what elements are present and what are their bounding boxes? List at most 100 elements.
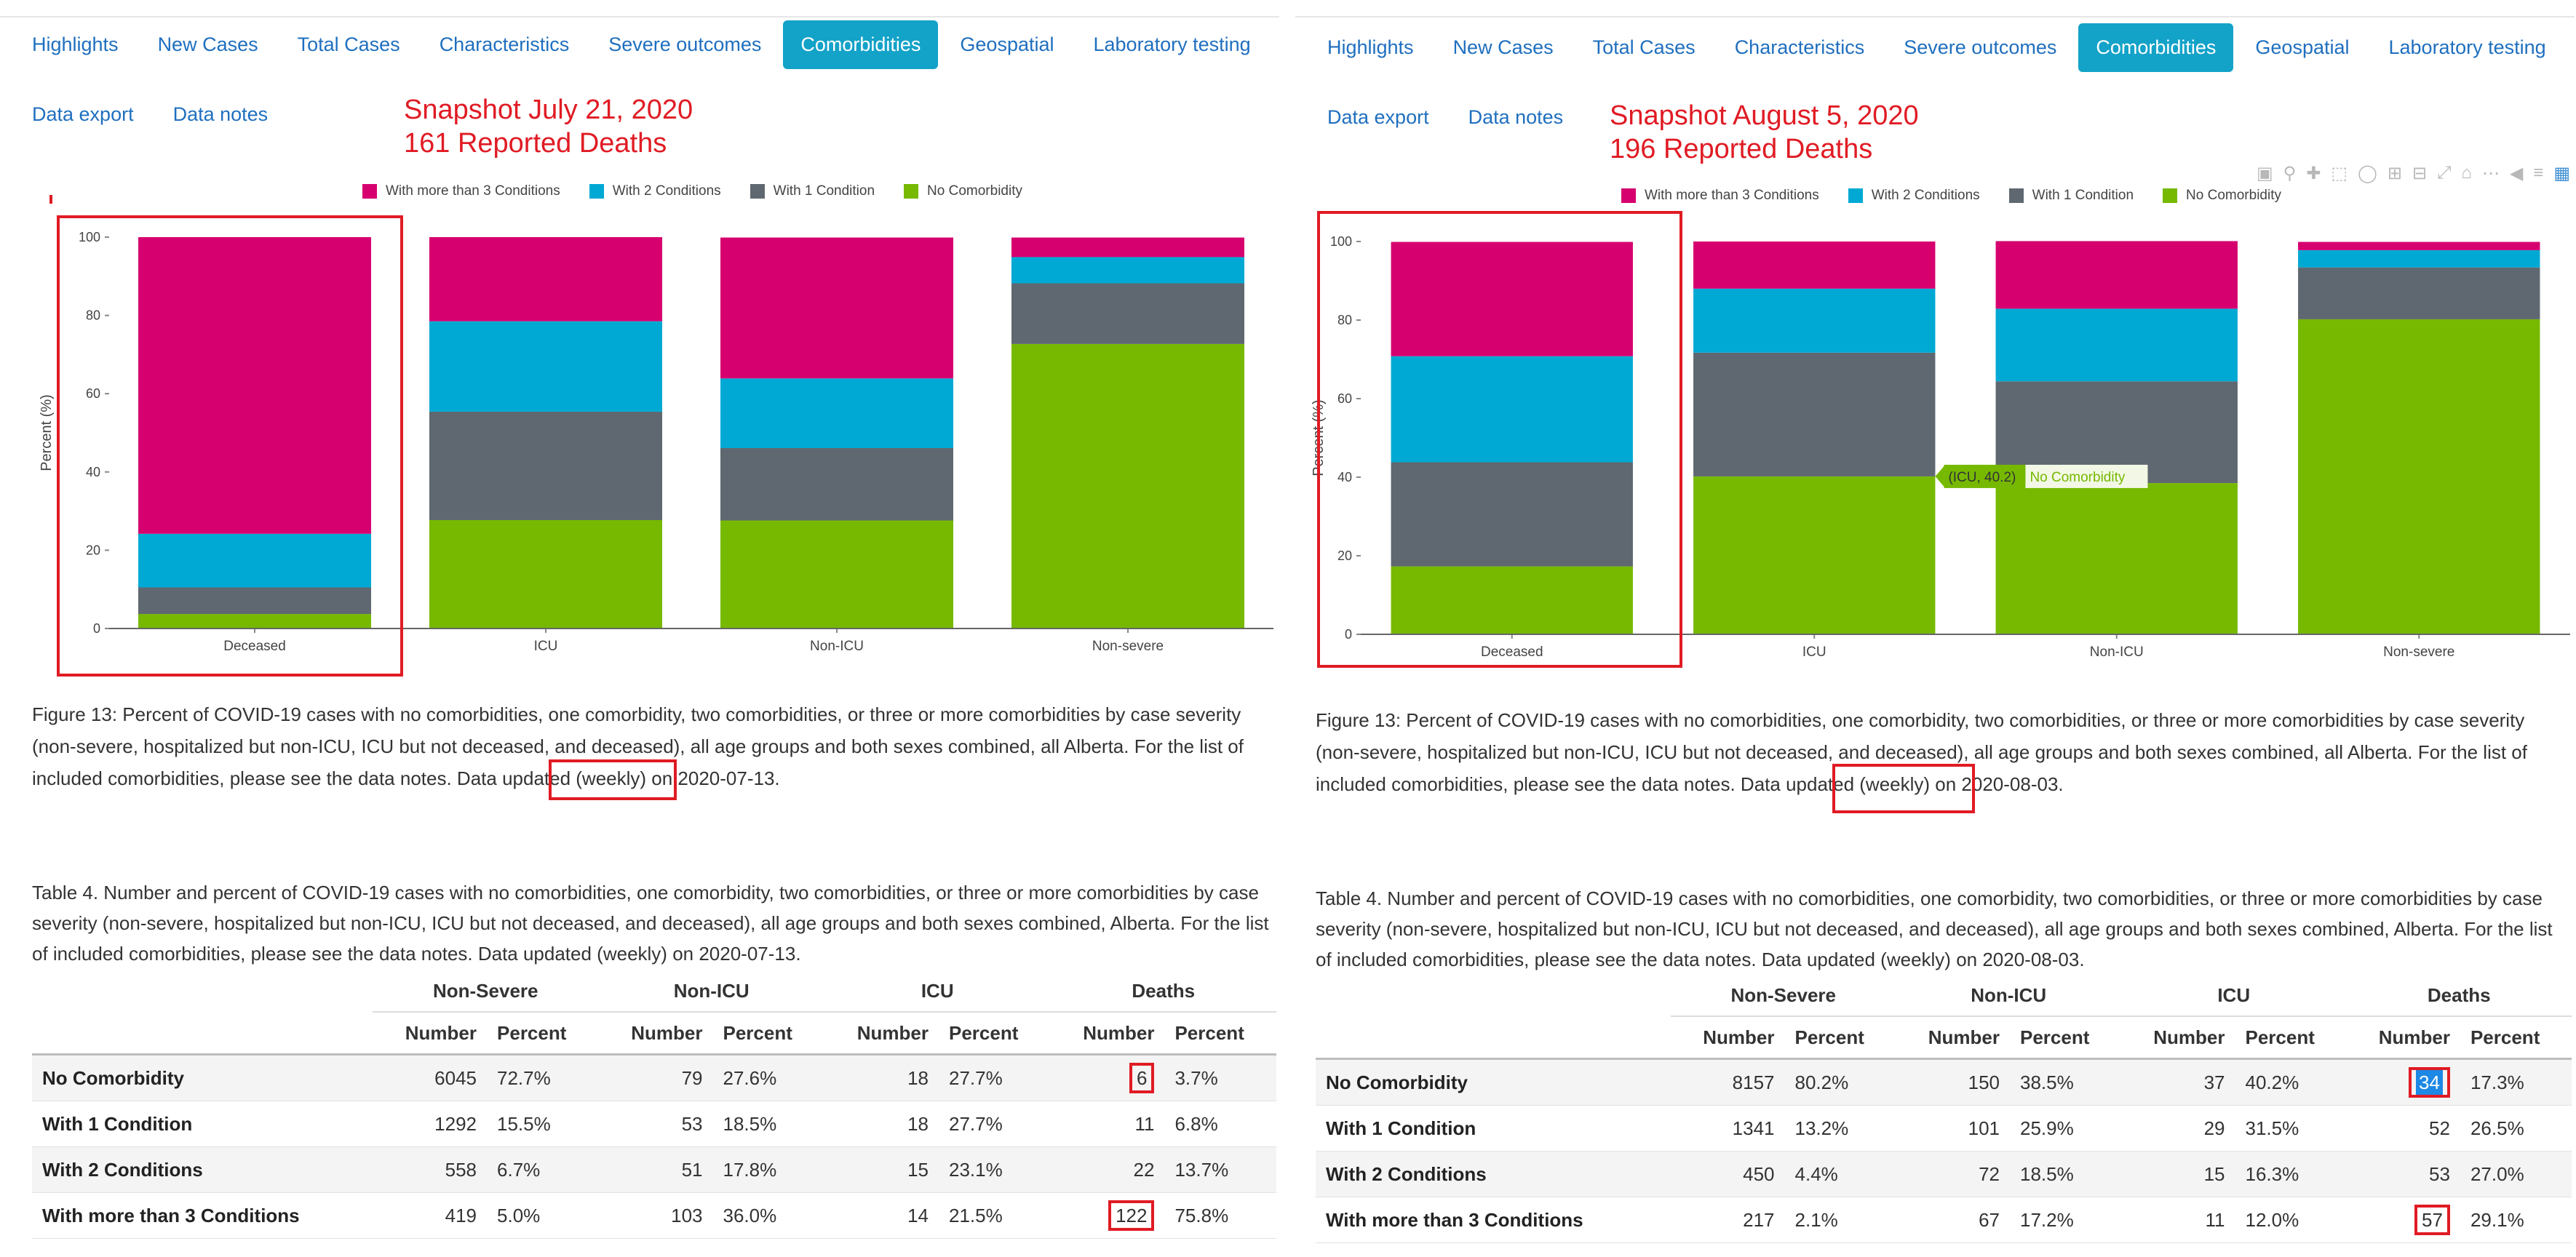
camera-icon[interactable]: ▣: [2256, 164, 2273, 183]
bar-segment: [1011, 257, 1244, 284]
y-tick-label: 60: [1337, 391, 1352, 406]
tab-data-notes[interactable]: Data notes: [172, 103, 269, 125]
group-header: Deaths: [1050, 970, 1276, 1013]
hover-closest-icon[interactable]: ◀: [2509, 164, 2524, 183]
tab-highlights[interactable]: Highlights: [32, 33, 119, 55]
bar-segment: [2298, 250, 2540, 268]
legend-label: With more than 3 Conditions: [1645, 188, 1819, 203]
bar-segment: [138, 237, 371, 534]
tooltip-label: No Comorbidity: [2030, 470, 2125, 485]
zoom-out-icon[interactable]: ⊟: [2412, 164, 2428, 183]
number-cell: 150: [1896, 1058, 2010, 1106]
selected-text: 34: [2416, 1069, 2443, 1095]
bar-segment: [1391, 356, 1633, 463]
row-label: With 1 Condition: [32, 1101, 373, 1147]
row-label-header: [32, 1012, 373, 1056]
main-tab-bar: Highlights New Cases Total Cases Charact…: [15, 20, 1268, 69]
snapshot-annotation: Snapshot August 5, 2020 196 Reported Dea…: [1610, 99, 1919, 166]
tab-total-cases[interactable]: Total Cases: [1592, 36, 1696, 58]
legend-item-2-conditions[interactable]: With 2 Conditions: [1848, 188, 1980, 204]
x-tick-label: ICU: [1802, 645, 1826, 660]
tab-severe-outcomes[interactable]: Severe outcomes: [608, 33, 762, 55]
percent-cell: 26.5%: [2460, 1105, 2572, 1152]
x-tick-label: Deceased: [1481, 645, 1543, 660]
number-cell: 103: [598, 1192, 713, 1239]
percent-cell: 27.7%: [938, 1054, 1051, 1101]
legend-item-1-condition[interactable]: With 1 Condition: [2008, 188, 2134, 204]
column-header: Number: [598, 1012, 713, 1056]
chart-legend: With more than 3 Conditions With 2 Condi…: [1621, 188, 2281, 204]
reset-axes-icon[interactable]: ⌂: [2461, 163, 2472, 183]
tooltip-label-box: [2025, 464, 2148, 488]
zoom-icon[interactable]: ⚲: [2283, 164, 2297, 183]
tab-laboratory-testing[interactable]: Laboratory testing: [1093, 33, 1251, 55]
box-select-icon[interactable]: ⬚: [2331, 164, 2348, 183]
percent-cell: 21.5%: [938, 1192, 1051, 1239]
table-row: With more than 3 Conditions 217 2.1% 67 17.2…: [1316, 1197, 2572, 1243]
percent-cell: 3.7%: [1164, 1054, 1276, 1101]
legend-item-more-than-3[interactable]: With more than 3 Conditions: [362, 183, 560, 199]
highlighted-value: 34: [2409, 1066, 2450, 1098]
column-header: Percent: [2460, 1016, 2572, 1060]
tab-laboratory-testing[interactable]: Laboratory testing: [2388, 36, 2546, 58]
percent-cell: 29.1%: [2460, 1197, 2572, 1243]
table-row: With 1 Condition 1341 13.2% 101 25.9% 29 31.5%…: [1316, 1105, 2572, 1152]
tab-severe-outcomes[interactable]: Severe outcomes: [1904, 36, 2057, 58]
y-tick-label: 80: [86, 308, 100, 323]
tab-geospatial[interactable]: Geospatial: [960, 33, 1054, 55]
top-divider: [0, 16, 1279, 17]
tab-new-cases[interactable]: New Cases: [157, 33, 258, 55]
tab-characteristics[interactable]: Characteristics: [439, 33, 570, 55]
x-tick-label: Deceased: [223, 639, 286, 654]
tab-highlights[interactable]: Highlights: [1327, 36, 1414, 58]
legend-item-more-than-3[interactable]: With more than 3 Conditions: [1621, 188, 1819, 204]
tab-new-cases[interactable]: New Cases: [1452, 36, 1554, 58]
column-header: Percent: [2010, 1016, 2121, 1060]
spike-lines-icon[interactable]: ⋯: [2481, 164, 2500, 183]
hover-compare-icon[interactable]: ≡: [2533, 163, 2544, 183]
row-label: With 2 Conditions: [1316, 1151, 1671, 1197]
bar-segment: [720, 447, 953, 521]
legend-item-no-comorbidity[interactable]: No Comorbidity: [904, 183, 1022, 199]
percent-cell: 23.1%: [938, 1146, 1051, 1193]
tab-total-cases[interactable]: Total Cases: [297, 33, 400, 55]
percent-cell: 13.2%: [1784, 1105, 1896, 1152]
bar-segment: [720, 378, 953, 448]
percent-cell: 18.5%: [712, 1101, 824, 1147]
tab-data-notes[interactable]: Data notes: [1468, 106, 1564, 128]
autoscale-icon[interactable]: ⤢: [2437, 163, 2452, 183]
percent-cell: 40.2%: [2235, 1058, 2347, 1106]
tooltip-value: (ICU, 40.2): [1948, 470, 2016, 485]
percent-cell: 27.0%: [2460, 1151, 2572, 1197]
lasso-icon[interactable]: ◯: [2358, 164, 2377, 183]
legend-swatch: [362, 184, 377, 199]
legend-item-2-conditions[interactable]: With 2 Conditions: [589, 183, 721, 199]
percent-cell: 75.8%: [1164, 1192, 1276, 1239]
tab-comorbidities[interactable]: Comorbidities: [2078, 23, 2234, 72]
group-header: Non-ICU: [598, 970, 824, 1013]
y-tick-label: 60: [86, 386, 100, 401]
bar-segment: [1011, 237, 1244, 258]
percent-cell: 6.8%: [1164, 1101, 1276, 1147]
tab-data-export[interactable]: Data export: [32, 103, 134, 125]
snapshot-date: Snapshot July 21, 2020: [404, 95, 693, 125]
tab-data-export[interactable]: Data export: [1327, 106, 1429, 128]
legend-item-no-comorbidity[interactable]: No Comorbidity: [2163, 188, 2281, 204]
percent-cell: 15.5%: [487, 1101, 599, 1147]
legend-label: With 2 Conditions: [612, 183, 721, 199]
bar-segment: [1693, 352, 1936, 476]
tab-geospatial[interactable]: Geospatial: [2255, 36, 2350, 58]
snapshot-deaths: 161 Reported Deaths: [404, 128, 667, 159]
tab-comorbidities[interactable]: Comorbidities: [783, 20, 939, 69]
number-cell: 1341: [1671, 1105, 1785, 1152]
bar-segment: [1693, 476, 1936, 634]
zoom-in-icon[interactable]: ⊞: [2387, 164, 2403, 183]
plotly-logo-icon[interactable]: ▦: [2553, 164, 2570, 183]
tab-characteristics[interactable]: Characteristics: [1734, 36, 1865, 58]
pan-icon[interactable]: ✚: [2306, 164, 2321, 183]
comorbidity-table: Non-Severe Non-ICU ICU Deaths Number Per…: [32, 970, 1276, 1239]
table-row: With 2 Conditions 450 4.4% 72 18.5% 15 16.3% 53…: [1316, 1151, 2572, 1197]
legend-item-1-condition[interactable]: With 1 Condition: [750, 183, 875, 199]
